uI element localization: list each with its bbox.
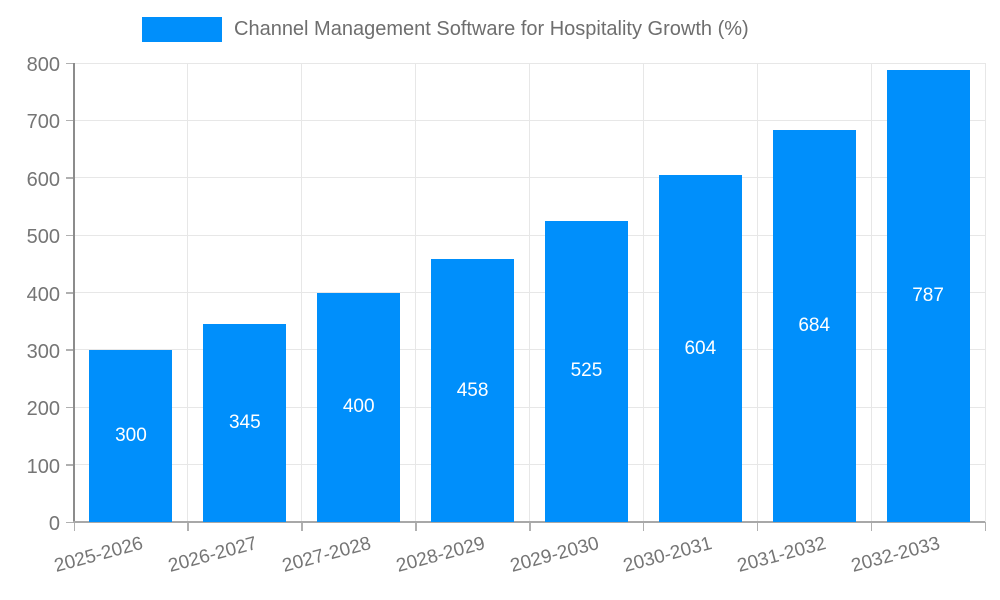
legend-swatch — [142, 17, 222, 42]
y-axis-tick — [66, 349, 74, 351]
y-axis-label: 400 — [26, 283, 60, 306]
bar-value-label: 684 — [798, 314, 831, 336]
bar-value-label: 458 — [456, 379, 489, 401]
x-axis-line — [73, 521, 985, 523]
gridline-vertical — [642, 63, 644, 522]
gridline-vertical — [187, 63, 189, 522]
x-axis-tick — [984, 522, 986, 531]
y-axis-tick — [66, 62, 74, 64]
chart-legend[interactable]: Channel Management Software for Hospital… — [142, 17, 749, 42]
x-axis-label: 2029-2030 — [507, 533, 601, 577]
bar — [658, 175, 742, 522]
x-axis-label: 2032-2033 — [849, 533, 943, 577]
x-axis-tick — [529, 522, 531, 531]
x-axis-label: 2028-2029 — [393, 533, 487, 577]
bar — [317, 292, 401, 522]
bar-value-label: 400 — [342, 396, 375, 418]
y-axis-tick — [66, 177, 74, 179]
x-axis-label: 2031-2032 — [735, 533, 829, 577]
gridline-vertical — [756, 63, 758, 522]
bar-value-label: 345 — [228, 412, 261, 434]
y-axis-label: 300 — [26, 340, 60, 363]
legend-label: Channel Management Software for Hospital… — [234, 18, 749, 40]
bar-value-label: 604 — [684, 337, 717, 359]
bar-value-label: 787 — [912, 285, 944, 307]
x-axis-label: 2030-2031 — [621, 533, 715, 577]
y-axis-label: 600 — [26, 168, 60, 191]
y-axis-label: 500 — [26, 226, 60, 249]
y-axis-tick — [66, 406, 74, 409]
bar-value-label: 300 — [115, 424, 147, 446]
y-axis-label: 700 — [26, 111, 60, 134]
y-axis-tick — [66, 464, 74, 466]
x-axis-tick — [756, 522, 759, 531]
y-axis-tick — [66, 119, 74, 122]
gridline-vertical — [301, 63, 303, 522]
gridline-vertical — [415, 63, 417, 522]
gridline-vertical — [529, 63, 530, 522]
bar-value-label: 525 — [570, 360, 603, 382]
y-axis-tick — [66, 521, 74, 523]
x-axis-tick — [73, 522, 75, 531]
y-axis-label: 200 — [26, 398, 60, 421]
bar — [544, 220, 628, 522]
bar — [772, 129, 856, 522]
y-axis-label: 0 — [48, 513, 60, 535]
x-axis-tick — [301, 522, 303, 531]
y-axis-label: 100 — [26, 455, 60, 478]
x-axis-label: 2026-2027 — [166, 533, 260, 577]
bar — [886, 70, 970, 522]
bar — [203, 324, 287, 522]
bar — [431, 259, 515, 522]
gridline-vertical — [984, 63, 986, 522]
x-axis-tick — [187, 522, 189, 531]
x-axis-tick — [415, 522, 417, 531]
x-axis-tick — [642, 522, 645, 531]
y-axis-line — [73, 63, 75, 522]
bar — [89, 349, 173, 522]
y-axis-tick — [66, 234, 74, 237]
x-axis-tick — [870, 522, 873, 531]
y-axis-label: 800 — [26, 54, 60, 76]
gridline-vertical — [870, 63, 872, 522]
x-axis-label: 2027-2028 — [279, 533, 374, 577]
x-axis-label: 2025-2026 — [52, 533, 146, 577]
y-axis-tick — [66, 292, 74, 294]
